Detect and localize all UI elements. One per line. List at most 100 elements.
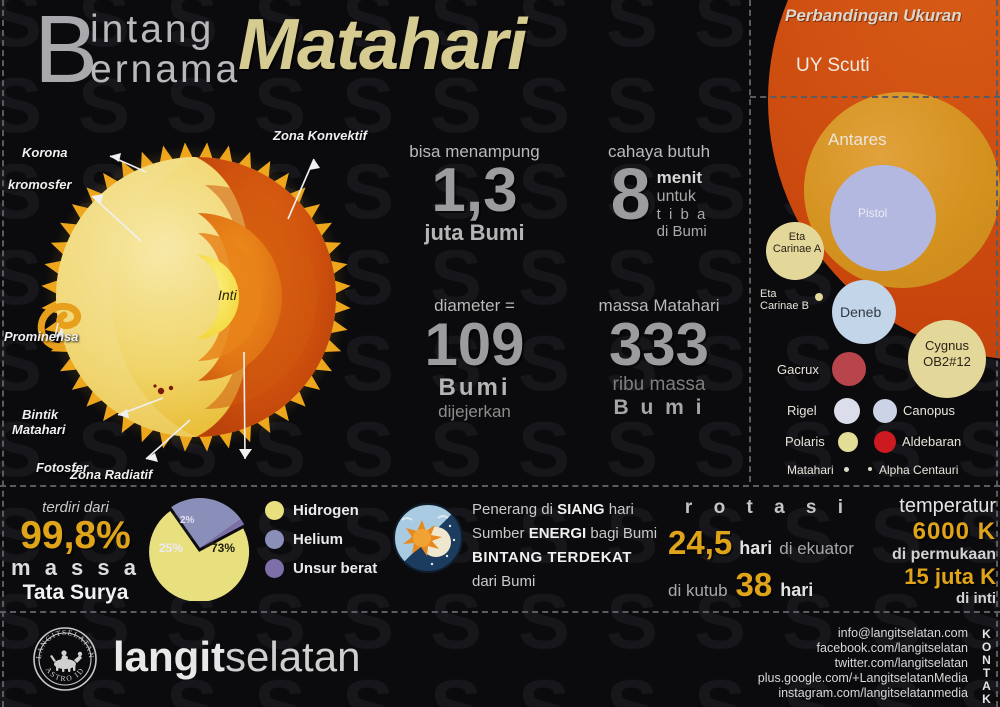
footer: LANGITSELATAN ASTRO ID [0, 612, 1000, 707]
sun-svg [37, 142, 351, 462]
brand-light: selatan [225, 633, 361, 680]
watermark-s: S [606, 405, 659, 493]
legend-dot-hidrogen [265, 501, 284, 520]
composition-pie-chart: 73% 25% 2% [147, 495, 253, 602]
temperature-core-value: 15 juta K [904, 564, 996, 589]
rotation-block: r o t a s i 24,5 hari di ekuator di kutu… [668, 497, 868, 604]
star-label-polaris: Polaris [785, 434, 825, 449]
sunspot-3 [153, 384, 157, 388]
star-circle-canopus [873, 399, 897, 423]
rotation-equator-row: 24,5 hari di ekuator [668, 524, 868, 562]
sun-shape [403, 520, 442, 556]
contact-facebook[interactable]: facebook.com/langitselatan [816, 641, 968, 655]
star-label-aldebaran: Aldebaran [902, 434, 962, 449]
legend-dot-helium [265, 530, 284, 549]
temperature-surface-where: di permukaan [891, 546, 996, 563]
star-label-matahari: Matahari [787, 463, 834, 477]
day-night-clip [394, 504, 462, 572]
title-line-2: ernama [90, 48, 241, 91]
photosphere-highlight [56, 157, 196, 437]
stat-light-value: 8 [610, 155, 651, 235]
rotation-equator-value: 24,5 [668, 524, 733, 561]
sun-label-kromosfer: kromosfer [8, 177, 72, 192]
stat-diameter-top: diameter = [434, 296, 515, 315]
stat-light-units: menit untuk t i b a di Bumi [657, 162, 708, 240]
langitselatan-seal-logo: LANGITSELATAN ASTRO ID [32, 626, 98, 692]
watermark-s: S [694, 61, 747, 149]
pie-pct-helium: 25% [159, 541, 184, 555]
brand-bold: langit [113, 633, 225, 680]
cloud-2 [437, 515, 449, 519]
sunspot-2 [168, 385, 174, 391]
star-dot-3 [445, 554, 449, 558]
legend-label-unsur-berat: Unsur berat [293, 560, 378, 577]
star-circle-deneb [832, 280, 896, 344]
cygnus-line2: OB2#12 [923, 354, 971, 369]
stat-light-travel: cahaya butuh 8 menit untuk t i b a di Bu… [570, 142, 748, 240]
star-label-alpha-centauri: Alpha Centauri [879, 463, 959, 477]
sun-label-korona: Korona [22, 145, 68, 160]
star-label-gacrux: Gacrux [777, 362, 819, 377]
day-night-illustration [392, 502, 464, 574]
temperature-core-where: di inti [956, 590, 996, 607]
prominence-loop [37, 302, 82, 351]
role-2c: bagi Bumi [586, 525, 658, 542]
sun-label-zona-radiatif: Zona Radiatif [70, 467, 153, 482]
divider-strip-top [0, 485, 1000, 487]
title-big-letter: B [34, 0, 98, 103]
stat-mass-top: massa Matahari [598, 296, 720, 315]
role-line-3: BINTANG TERDEKAT [472, 549, 632, 566]
sun-label-bintik-line2: Matahari [12, 422, 66, 437]
star-label-eta-carinae-b: Eta Carinae B [760, 288, 809, 312]
star-circle-matahari [844, 467, 849, 472]
bottom-facts-strip: terdiri dari 99,8% m a s s a Tata Surya … [0, 487, 1000, 610]
star-circle-eta-carinae-b [815, 293, 823, 301]
stat-mass-sub-1: ribu massa [612, 374, 706, 395]
role-1b: SIANG [557, 501, 605, 518]
core-shape [197, 255, 239, 339]
stat-capacity-value: 1,3 [431, 156, 518, 225]
pie-pct-unsur: 2% [180, 515, 195, 526]
contact-twitter[interactable]: twitter.com/langitselatan [834, 656, 968, 670]
star-circle-pistol [830, 165, 936, 271]
contact-email[interactable]: info@langitselatan.com [837, 626, 968, 640]
contact-gplus[interactable]: plus.google.com/+LangitselatanMedia [757, 671, 968, 685]
role-line-2: Sumber ENERGI bagi Bumi [472, 525, 657, 542]
legend-dot-unsur-berat [265, 559, 284, 578]
star-circle-cygnus-ob2-12 [908, 320, 986, 398]
title-highlight-matahari: Matahari [238, 5, 527, 85]
star-dot-2 [452, 538, 456, 542]
star-label-canopus: Canopus [903, 403, 956, 418]
sun-label-inti: Inti [218, 287, 237, 303]
role-line-1: Penerang di SIANG hari [472, 501, 657, 518]
divider-vertical-right [749, 0, 751, 482]
star-label-uy-scuti: UY Scuti [796, 55, 870, 76]
star-label-cygnus-ob2-12: Cygnus OB2#12 [912, 338, 982, 370]
star-label-eta-carinae-a: Eta Carinae A [772, 231, 822, 255]
title-line-1: intang [90, 8, 215, 51]
sun-label-fotosfer: Fotosfer [36, 460, 88, 475]
star-label-rigel: Rigel [787, 403, 817, 418]
page-title: B intang ernama [16, 0, 636, 103]
pie-pct-hidrogen: 73% [211, 541, 236, 555]
stat-light-top: cahaya butuh [607, 142, 711, 161]
watermark-s: S [694, 0, 747, 63]
stat-mass-value: 333 [608, 311, 710, 378]
eta-a-line1: Eta [788, 231, 806, 243]
legend-label-helium: Helium [293, 531, 344, 548]
stat-capacity-sub: juta Bumi [424, 220, 525, 245]
composition-intro: terdiri dari [42, 499, 109, 516]
star-circle-rigel [834, 398, 860, 424]
temperature-block: temperatur 6000 K di permukaan 15 juta K… [872, 495, 996, 607]
role-1a: Penerang di [472, 501, 558, 518]
star-label-pistol: Pistol [858, 206, 888, 220]
contact-instagram[interactable]: instagram.com/langitselatanmedia [778, 686, 968, 700]
divider-top-right [750, 96, 1000, 98]
brand-wordmark: langitselatan [113, 636, 360, 678]
rotation-pole-row: di kutub 38 hari [668, 566, 868, 604]
roles-text-block: Penerang di SIANG hari Sumber ENERGI bag… [472, 501, 657, 597]
star-label-antares: Antares [828, 130, 887, 149]
divider-footer-top [0, 611, 1000, 613]
legend-item-hidrogen: Hidrogen [265, 501, 377, 520]
